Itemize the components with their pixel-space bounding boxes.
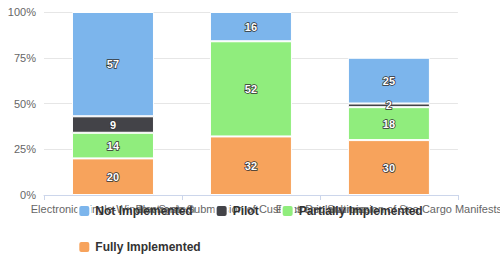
svg-text:100%: 100% (8, 6, 36, 18)
svg-text:9: 9 (110, 119, 116, 131)
svg-text:25: 25 (383, 75, 395, 87)
svg-text:Fully Implemented: Fully Implemented (95, 240, 200, 254)
svg-text:50%: 50% (14, 98, 36, 110)
svg-text:Not Implemented: Not Implemented (95, 204, 192, 218)
svg-text:25%: 25% (14, 143, 36, 155)
svg-text:Pilot: Pilot (233, 204, 259, 218)
svg-text:2: 2 (386, 99, 392, 111)
svg-text:57: 57 (107, 58, 119, 70)
svg-text:30: 30 (383, 162, 395, 174)
svg-text:14: 14 (107, 140, 120, 152)
svg-text:18: 18 (383, 118, 395, 130)
svg-text:32: 32 (245, 160, 257, 172)
svg-text:0%: 0% (20, 189, 36, 201)
svg-text:20: 20 (107, 171, 119, 183)
svg-text:75%: 75% (14, 52, 36, 64)
svg-text:16: 16 (245, 21, 257, 33)
svg-text:52: 52 (245, 83, 257, 95)
svg-text:Partially Implemented: Partially Implemented (299, 204, 423, 218)
